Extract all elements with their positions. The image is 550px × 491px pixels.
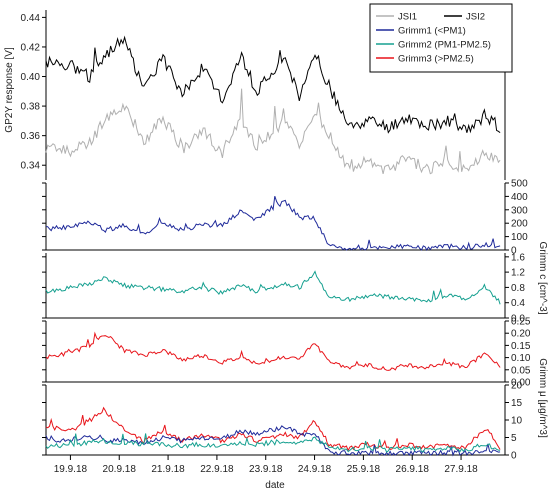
y-tick-label: 0.36 <box>21 131 41 142</box>
chart-frame-layer <box>45 10 506 456</box>
y-tick-label: 0.44 <box>21 13 41 24</box>
x-tick-label: 19.9.18 <box>54 464 88 475</box>
y-tick-label: 0.42 <box>21 42 41 53</box>
y-axis-title-grimm-c: Grimm c [cm^-3] <box>537 241 548 314</box>
y-tick-label: 0.05 <box>511 365 531 376</box>
y-tick-label: 0.38 <box>21 102 41 113</box>
legend-label: JSI2 <box>466 12 485 23</box>
y-tick-label: 1.6 <box>511 252 525 263</box>
x-tick-label: 24.9.18 <box>298 464 332 475</box>
axis-layer: 0.340.360.380.400.420.440100200300400500… <box>21 13 531 475</box>
y-tick-label: 500 <box>511 179 528 190</box>
y-tick-label: 0 <box>511 246 517 257</box>
y-tick-label: 0.4 <box>511 298 525 309</box>
y-tick-label: 1.2 <box>511 268 525 279</box>
y-tick-label: 300 <box>511 205 528 216</box>
y-tick-label: 15 <box>511 398 523 409</box>
y-tick-label: 0.40 <box>21 72 41 83</box>
y-tick-label: 0.34 <box>21 161 41 172</box>
series-line-grimm2-panel-2 <box>45 270 501 305</box>
y-tick-label: 100 <box>511 232 528 243</box>
y-tick-label: 0.20 <box>511 329 531 340</box>
y-tick-label: 0.10 <box>511 353 531 364</box>
x-tick-label: 21.9.18 <box>151 464 185 475</box>
y-tick-label: 0.8 <box>511 283 525 294</box>
x-tick-label: 22.9.18 <box>200 464 234 475</box>
legend-label: Grimm2 (PM1-PM2.5) <box>398 40 491 51</box>
legend-label: Grimm3 (>PM2.5) <box>398 54 474 65</box>
y-tick-label: 200 <box>511 219 528 230</box>
series-layer <box>45 35 501 457</box>
series-line-grimm3-panel-4 <box>45 406 501 452</box>
y-axis-title-grimm-mu: Grimm μ [μg/m^3] <box>537 358 548 438</box>
y-tick-label: 20 <box>511 381 523 392</box>
y-tick-label: 0.00 <box>511 378 531 389</box>
series-line-grimm1-panel-1 <box>45 196 501 252</box>
legend-label: JSI1 <box>398 12 417 23</box>
series-line-jsi1-panel-0 <box>45 88 501 175</box>
series-line-grimm3-panel-3 <box>45 331 501 371</box>
x-tick-label: 20.9.18 <box>103 464 137 475</box>
y-tick-label: 400 <box>511 192 528 203</box>
y-tick-label: 10 <box>511 416 523 427</box>
series-line-jsi2-panel-0 <box>45 35 501 134</box>
legend-label: Grimm1 (<PM1) <box>398 26 466 37</box>
series-line-grimm2-panel-4 <box>45 433 501 453</box>
y-tick-label: 0 <box>511 451 517 462</box>
x-tick-label: 26.9.18 <box>396 464 430 475</box>
series-line-grimm1-panel-4 <box>45 425 501 457</box>
x-axis-title: date <box>265 480 285 491</box>
y-tick-label: 0.25 <box>511 317 531 328</box>
y-tick-label: 5 <box>511 433 517 444</box>
y-tick-label: 0.0 <box>511 314 525 325</box>
y-axis-title-gp2y: GP2Y response [V] <box>4 47 15 133</box>
x-tick-label: 27.9.18 <box>444 464 478 475</box>
y-tick-label: 0.15 <box>511 341 531 352</box>
x-tick-label: 25.9.18 <box>347 464 381 475</box>
x-tick-label: 23.9.18 <box>249 464 283 475</box>
